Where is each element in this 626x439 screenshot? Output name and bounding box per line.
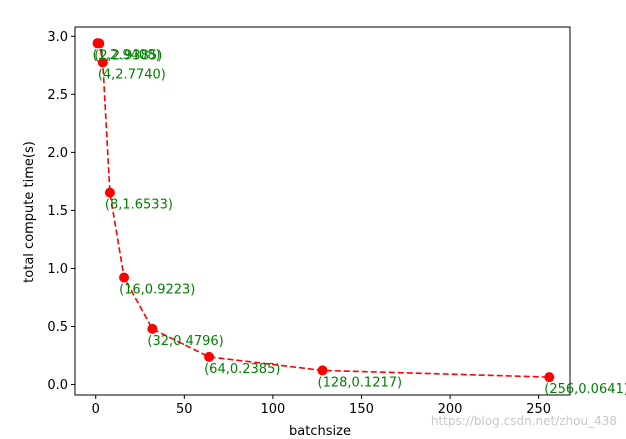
data-labels: (1,2.9408)(2,2.9385) (4,2.7740) (8,1.6533)… [93, 48, 626, 397]
x-tick-label: 150 [349, 402, 374, 417]
data-point [544, 372, 555, 383]
y-axis: 0.0 0.5 1.0 1.5 2.0 2.5 3.0 [47, 30, 75, 393]
data-point [204, 351, 215, 362]
data-markers [92, 38, 555, 383]
x-tick-label: 50 [176, 402, 193, 417]
data-label: (128,0.1217) [318, 375, 403, 390]
data-point [119, 272, 130, 283]
plot-area [74, 26, 571, 396]
y-tick-label: 1.0 [47, 262, 68, 277]
y-tick-label: 1.5 [47, 204, 68, 219]
data-point [317, 365, 328, 376]
x-tick-label: 0 [92, 402, 100, 417]
data-label: (8,1.6533) [105, 198, 173, 213]
x-tick-label: 200 [438, 402, 463, 417]
x-tick-label: 250 [526, 402, 551, 417]
data-point [104, 187, 115, 198]
x-axis: 0 50 100 150 200 250 [92, 395, 551, 417]
data-point [147, 323, 158, 334]
y-axis-label: total compute time(s) [22, 141, 37, 283]
y-tick-label: 0.5 [47, 320, 68, 335]
y-tick-label: 2.5 [47, 88, 68, 103]
data-label: (1,2.9408) [93, 48, 161, 63]
data-label: (64,0.2385) [204, 362, 280, 377]
data-label: (16,0.9223) [119, 282, 195, 297]
data-label: (32,0.4796) [147, 334, 223, 349]
data-label: (256,0.0641) [544, 382, 626, 397]
x-tick-label: 100 [260, 402, 285, 417]
x-axis-label: batchsize [289, 424, 351, 439]
watermark: https://blog.csdn.net/zhou_438 [431, 414, 617, 428]
data-point [97, 57, 108, 68]
data-point [94, 38, 105, 49]
data-label: (4,2.7740) [98, 68, 166, 83]
data-label: (2,2.9385) [94, 48, 162, 63]
y-tick-label: 2.0 [47, 146, 68, 161]
y-tick-label: 0.0 [47, 378, 68, 393]
y-tick-label: 3.0 [47, 30, 68, 45]
